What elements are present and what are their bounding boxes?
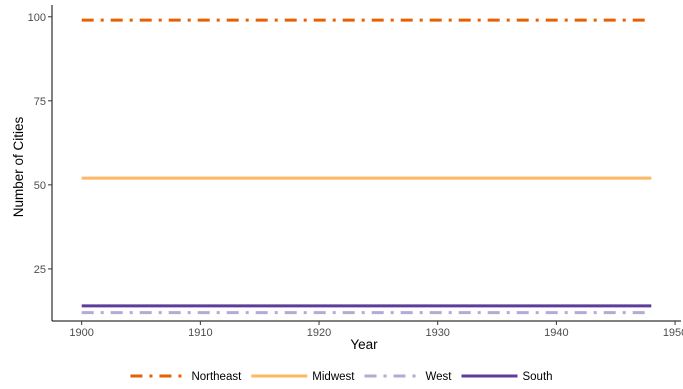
legend-label-west: West	[425, 371, 452, 383]
x-tick-label-1910: 1910	[188, 327, 212, 339]
x-tick-label-1950: 1950	[663, 327, 683, 339]
y-axis-title: Number of Cities	[11, 116, 26, 217]
x-tick-label-1930: 1930	[425, 327, 449, 339]
legend-label-south: South	[522, 371, 552, 383]
x-tick-label-1940: 1940	[544, 327, 568, 339]
plot-lines	[81, 18, 652, 315]
x-axis-title: Year	[350, 337, 378, 352]
y-tick-label-100: 100	[28, 12, 46, 24]
x-tick-label-1920: 1920	[307, 327, 331, 339]
axes: 1900 1910 1920 1930 1940 1950 25 50 75 100	[28, 5, 683, 339]
legend: Northeast Midwest West South	[130, 371, 553, 383]
y-tick-label-25: 25	[34, 264, 46, 276]
y-tick-label-75: 75	[34, 96, 46, 108]
legend-label-northeast: Northeast	[191, 371, 242, 383]
y-tick-label-50: 50	[34, 180, 46, 192]
legend-label-midwest: Midwest	[312, 371, 355, 383]
x-tick-label-1900: 1900	[69, 327, 93, 339]
